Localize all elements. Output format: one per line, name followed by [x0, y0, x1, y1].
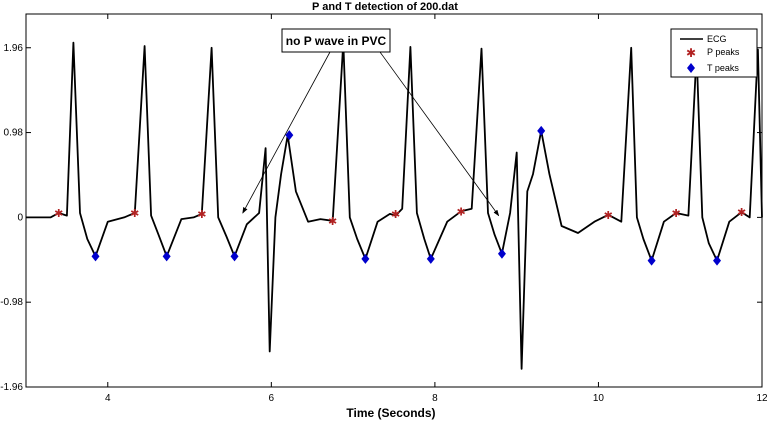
annotation-text: no P wave in PVC [286, 34, 387, 48]
legend-ecg-label: ECG [707, 34, 727, 44]
annotation-box [281, 28, 391, 53]
legend-box [670, 28, 758, 78]
x-tick-label: 6 [269, 393, 275, 404]
x-tick-label: 12 [756, 393, 767, 404]
y-tick-label: -1.96 [0, 382, 23, 393]
y-tick-label: -0.98 [0, 297, 23, 308]
p-peak-marker: ✱ [737, 207, 746, 219]
chart-title: P and T detection of 200.dat [312, 1, 458, 13]
p-peak-marker: ✱ [604, 210, 613, 222]
x-tick-label: 4 [105, 393, 111, 404]
plot-area: 4 6 8 10 12 -1.96 -0.98 0 0.98 1.96 ✱ ✱ ✱ ✱ ✱ ✱ ✱ ✱ ✱ [0, 13, 767, 404]
p-peak-marker: ✱ [197, 209, 206, 221]
legend-p-peak-marker-icon: ✱ [686, 46, 696, 60]
t-peak-marker [361, 253, 370, 264]
y-tick-label: 1.96 [4, 43, 24, 54]
legend-t-peak-marker-icon [687, 63, 695, 73]
annotation-arrow [242, 51, 331, 214]
y-tick-label: 0.98 [4, 128, 24, 139]
p-peak-marker: ✱ [391, 209, 400, 221]
p-peak-marker: ✱ [130, 208, 139, 220]
annotation-arrow [379, 51, 500, 217]
p-peak-marker: ✱ [672, 208, 681, 220]
t-peak-marker [713, 255, 722, 266]
t-peak-marker [285, 130, 294, 141]
t-peak-marker [91, 251, 100, 262]
legend: ECG ✱ P peaks T peaks [670, 28, 758, 78]
t-peak-marker [537, 125, 546, 136]
x-tick-label: 8 [432, 393, 438, 404]
t-peak-marker [497, 248, 506, 259]
p-peak-marker: ✱ [456, 206, 465, 218]
t-peak-marker [230, 251, 239, 262]
y-tick-label: 0 [17, 212, 23, 223]
t-peak-marker [426, 253, 435, 264]
x-tick-label: 10 [593, 393, 605, 404]
legend-p-peaks-label: P peaks [707, 47, 740, 57]
t-peak-marker [162, 251, 171, 262]
x-axis-label: Time (Seconds) [346, 406, 435, 420]
ecg-series-line [26, 41, 763, 370]
annotation-arrows [242, 51, 500, 217]
p-peak-marker: ✱ [54, 208, 63, 220]
p-peak-marker: ✱ [328, 216, 337, 228]
annotation: no P wave in PVC [242, 28, 500, 217]
legend-t-peaks-label: T peaks [707, 63, 739, 73]
t-peak-marker [647, 255, 656, 266]
